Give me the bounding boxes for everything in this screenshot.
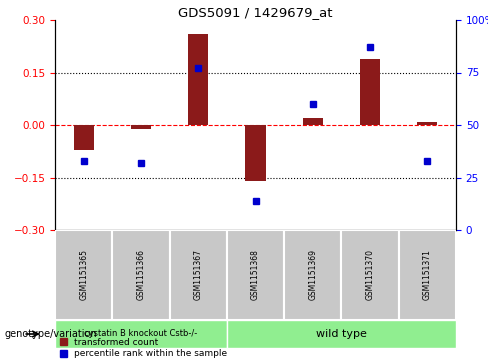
- Bar: [169, 230, 227, 320]
- Text: GSM1151365: GSM1151365: [79, 249, 88, 301]
- Title: GDS5091 / 1429679_at: GDS5091 / 1429679_at: [178, 6, 333, 19]
- Bar: [131, 125, 151, 129]
- Bar: [112, 230, 169, 320]
- Legend: transformed count, percentile rank within the sample: transformed count, percentile rank withi…: [60, 338, 227, 359]
- Text: cystatin B knockout Cstb-/-: cystatin B knockout Cstb-/-: [84, 330, 198, 339]
- Bar: [284, 230, 342, 320]
- Text: genotype/variation: genotype/variation: [5, 329, 98, 339]
- Text: GSM1151371: GSM1151371: [423, 250, 432, 301]
- Bar: [303, 118, 323, 125]
- Text: GSM1151367: GSM1151367: [194, 249, 203, 301]
- Text: GSM1151370: GSM1151370: [366, 249, 375, 301]
- Text: wild type: wild type: [316, 329, 367, 339]
- Text: GSM1151366: GSM1151366: [137, 249, 145, 301]
- Bar: [417, 122, 437, 125]
- Bar: [227, 230, 284, 320]
- Bar: [342, 230, 399, 320]
- Bar: [55, 230, 112, 320]
- Bar: [399, 230, 456, 320]
- Bar: [55, 320, 227, 348]
- Bar: [360, 58, 380, 125]
- Bar: [188, 34, 208, 125]
- Bar: [245, 125, 265, 181]
- Text: GSM1151368: GSM1151368: [251, 250, 260, 301]
- Text: GSM1151369: GSM1151369: [308, 249, 317, 301]
- Bar: [74, 125, 94, 150]
- Bar: [227, 320, 456, 348]
